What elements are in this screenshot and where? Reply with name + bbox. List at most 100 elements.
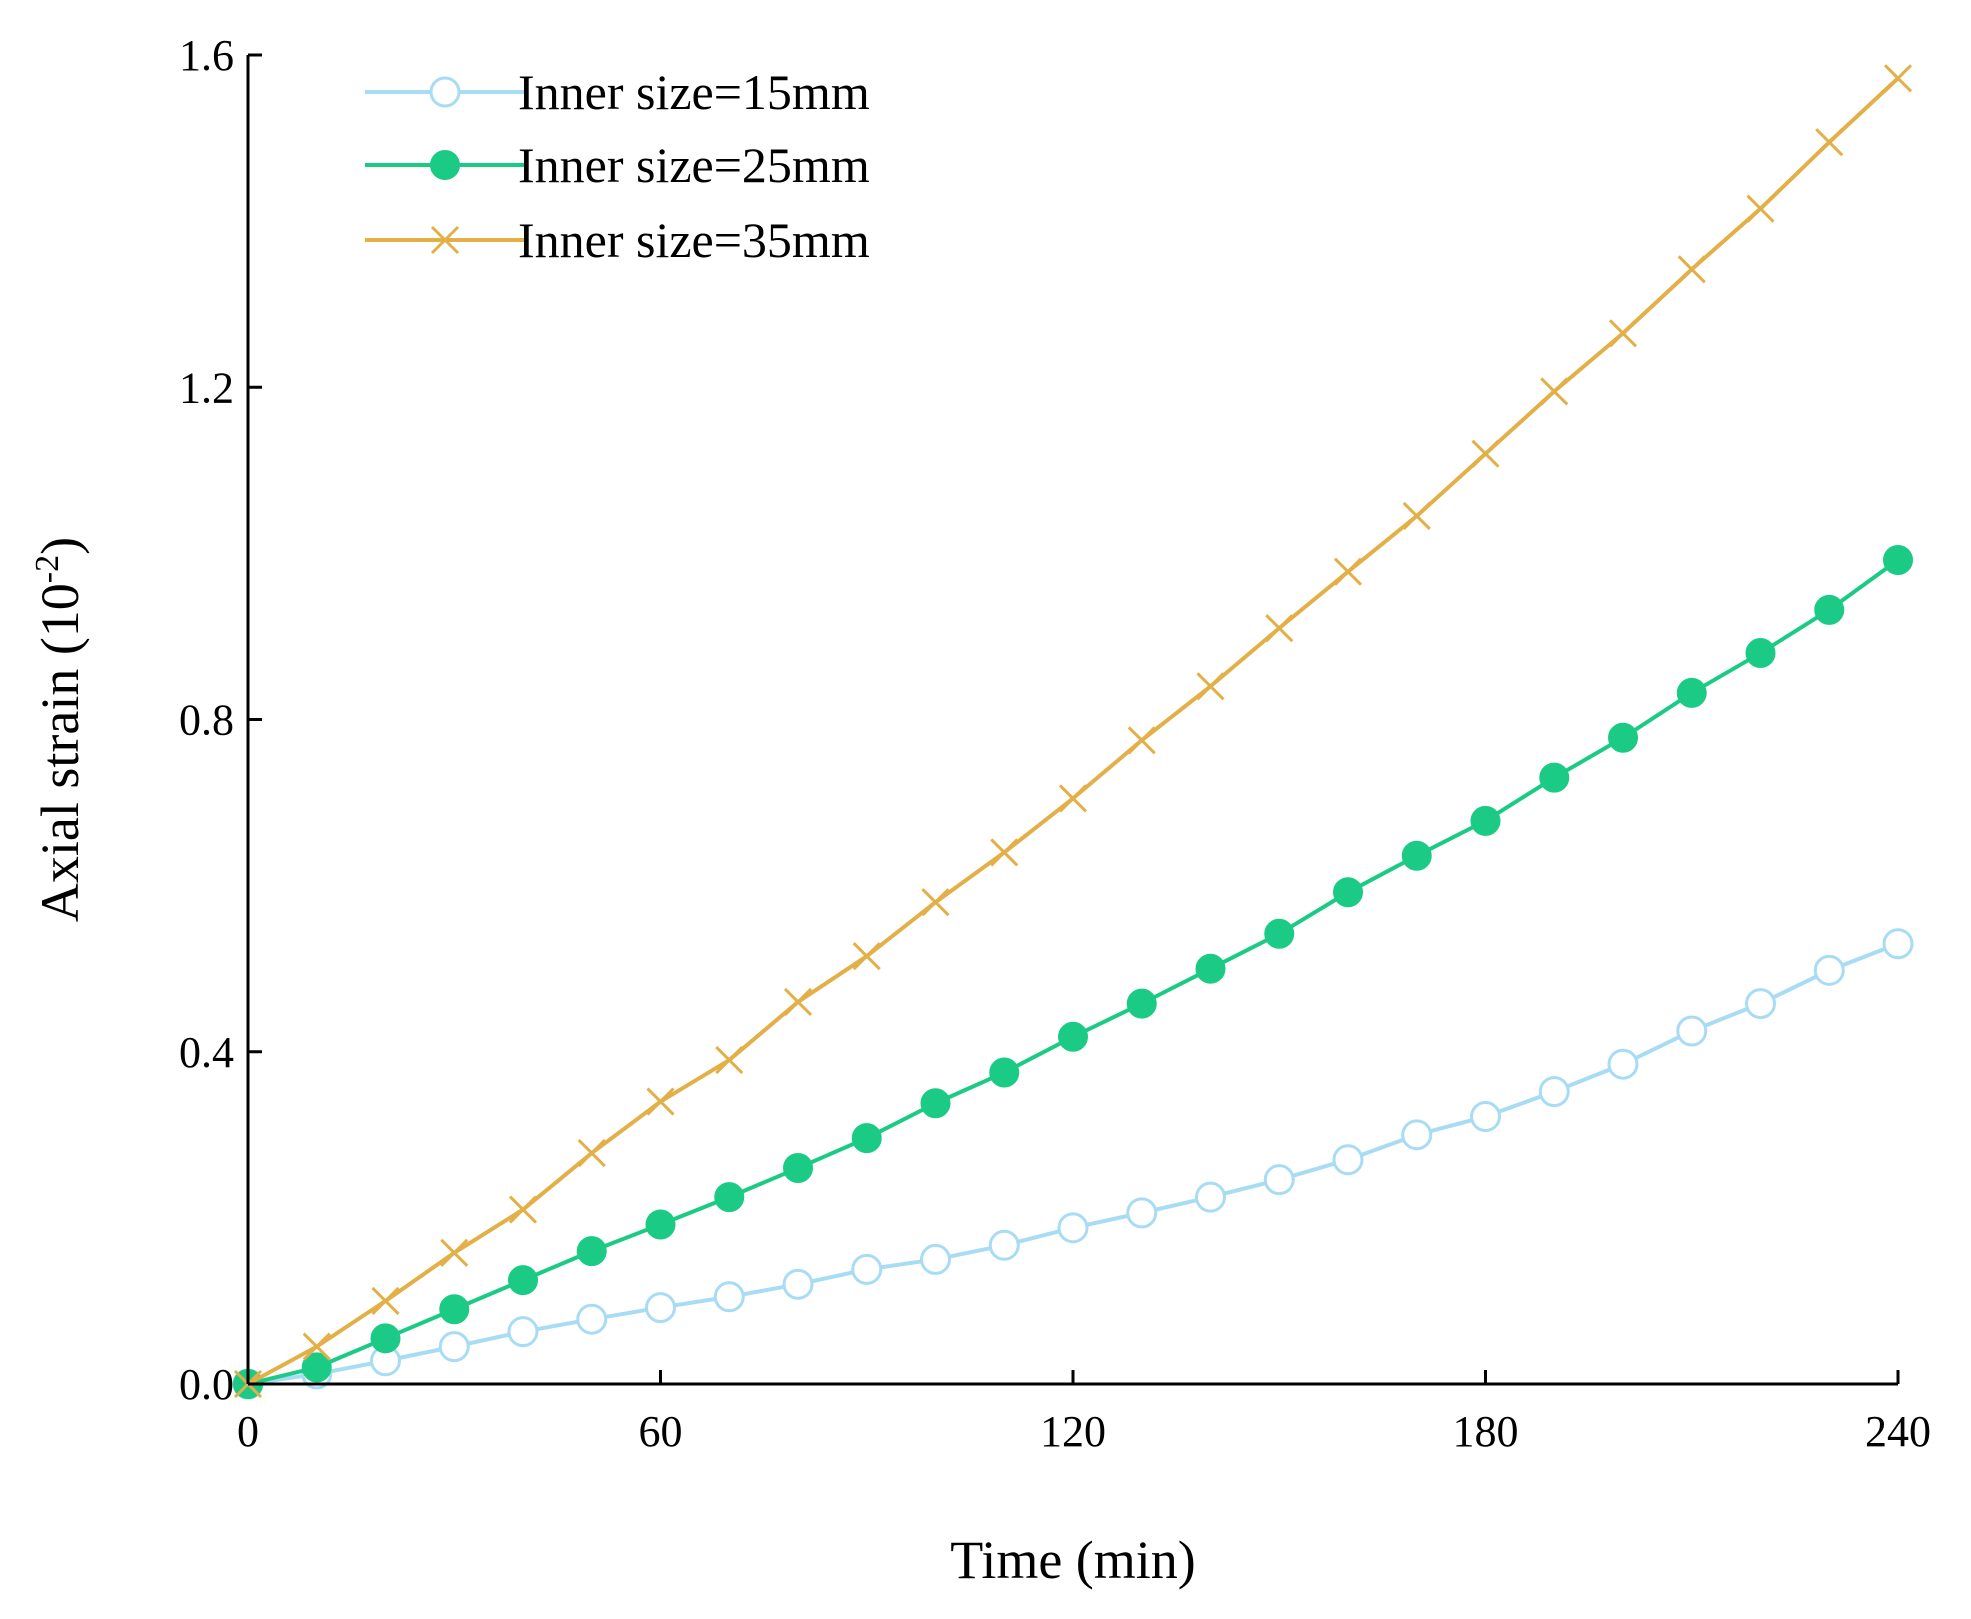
ticks-layer: 0.0 0.4 0.8 1.2 1.6 0 60 120 180 240	[179, 31, 1931, 1456]
data-point	[1608, 319, 1638, 348]
legend-label: Inner size=15mm	[518, 64, 870, 120]
data-point	[713, 1281, 745, 1313]
data-point	[1746, 194, 1775, 223]
y-tick-label: 1.6	[179, 31, 234, 80]
data-point	[1332, 1144, 1364, 1176]
x-tick-label: 60	[639, 1407, 683, 1456]
data-point	[646, 1087, 675, 1116]
y-axis-title: Axial strain (10-2)	[29, 537, 90, 922]
legend-entry: Inner size=35mm	[365, 212, 870, 268]
y-tick-label: 0.8	[179, 696, 234, 745]
data-point	[1540, 377, 1569, 406]
x-tick-label: 0	[237, 1407, 259, 1456]
data-point	[1470, 805, 1501, 836]
data-point	[371, 1286, 400, 1316]
series-1	[232, 928, 1914, 1400]
x-axis-title: Time (min)	[950, 1530, 1196, 1590]
y-axis-title-end: )	[30, 537, 90, 555]
data-point	[1333, 557, 1363, 586]
legend-label: Inner size=25mm	[518, 137, 870, 193]
series-line	[247, 558, 1900, 1386]
data-point	[1539, 762, 1570, 793]
legend-marker	[429, 76, 461, 108]
data-point	[440, 1238, 469, 1267]
data-point	[1745, 638, 1776, 669]
data-point	[1676, 1015, 1708, 1047]
legend-label: Inner size=35mm	[518, 212, 870, 268]
data-point	[988, 1229, 1020, 1261]
data-point	[851, 1123, 882, 1154]
legend-entry: Inner size=15mm	[365, 64, 870, 120]
data-point	[439, 1294, 470, 1325]
data-point	[1126, 988, 1157, 1019]
data-point	[1883, 64, 1913, 93]
data-point	[1814, 594, 1845, 625]
data-point	[1883, 545, 1913, 576]
y-tick-label: 1.2	[179, 363, 234, 412]
data-point	[920, 1088, 951, 1119]
x-tick-label: 120	[1040, 1407, 1106, 1456]
data-point	[783, 1153, 813, 1184]
data-point	[920, 1243, 951, 1275]
data-point	[852, 942, 881, 971]
series-line	[247, 941, 1899, 1386]
legend-marker	[430, 150, 460, 180]
data-point	[1057, 1212, 1089, 1244]
data-point	[714, 1182, 745, 1213]
data-point	[1126, 1197, 1158, 1229]
data-point	[1882, 928, 1914, 960]
data-point	[370, 1323, 401, 1354]
data-point	[1058, 1021, 1088, 1052]
x-tick-label: 180	[1453, 1407, 1519, 1456]
data-point	[1263, 1164, 1295, 1196]
data-point	[1815, 128, 1844, 157]
legend: Inner size=15mm Inner size=25mm Inner size…	[365, 64, 870, 268]
y-tick-label: 0.4	[179, 1028, 234, 1077]
x-tick-label: 240	[1865, 1407, 1931, 1456]
data-point	[782, 1268, 814, 1300]
data-point	[1677, 255, 1706, 284]
data-point	[1196, 672, 1225, 701]
data-point	[1195, 953, 1226, 984]
data-point	[1265, 614, 1294, 643]
data-point	[577, 1139, 606, 1168]
data-point	[645, 1209, 676, 1240]
data-point	[576, 1303, 608, 1335]
data-point	[1471, 439, 1500, 468]
data-point	[1813, 954, 1845, 986]
data-point	[508, 1195, 538, 1224]
series-line	[247, 76, 1900, 1386]
data-point	[645, 1292, 676, 1324]
data-point	[1402, 501, 1431, 531]
series-2	[233, 545, 1913, 1399]
data-point	[576, 1236, 607, 1267]
data-point	[1470, 1101, 1501, 1133]
data-point	[302, 1332, 331, 1361]
series-layer	[232, 64, 1914, 1400]
data-point	[508, 1265, 538, 1296]
y-axis-title-main: Axial strain (10	[30, 583, 90, 922]
data-point	[1401, 1119, 1433, 1151]
axis-titles: Time (min) Axial strain (10-2)	[29, 537, 1196, 1590]
legend-entry: Inner size=25mm	[365, 137, 870, 193]
data-point	[301, 1352, 332, 1383]
data-point	[438, 1331, 470, 1363]
y-axis-title-exponent: -2	[29, 555, 66, 583]
data-point	[851, 1253, 883, 1285]
data-point	[989, 1057, 1020, 1088]
data-point	[1745, 988, 1776, 1020]
data-point	[1195, 1181, 1226, 1213]
data-point	[1127, 726, 1156, 755]
data-point	[1607, 1048, 1639, 1080]
series-3	[233, 64, 1913, 1399]
data-point	[715, 1045, 744, 1075]
data-point	[1401, 840, 1432, 871]
data-point	[783, 987, 813, 1016]
data-point	[1333, 877, 1363, 908]
data-point	[507, 1316, 539, 1348]
data-point	[1264, 918, 1295, 949]
data-point	[1676, 677, 1707, 708]
data-point	[1608, 722, 1638, 753]
data-point	[1058, 784, 1088, 813]
